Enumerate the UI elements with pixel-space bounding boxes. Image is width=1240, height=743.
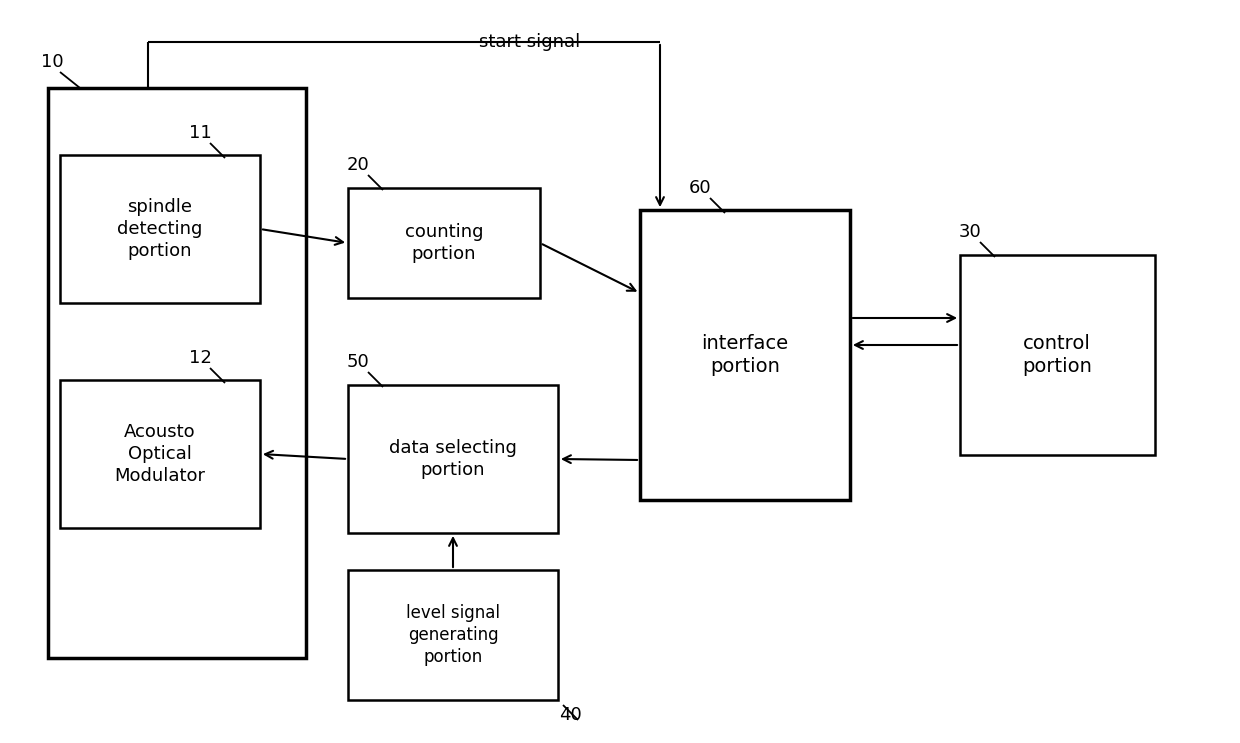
Bar (348, 570, 558, 700)
Text: data selecting
portion: data selecting portion (389, 439, 517, 479)
Text: spindle
detecting
portion: spindle detecting portion (118, 198, 202, 260)
Text: 20: 20 (347, 156, 370, 174)
Text: Acousto
Optical
Modulator: Acousto Optical Modulator (114, 423, 206, 485)
Text: counting
portion: counting portion (404, 223, 484, 263)
Text: 12: 12 (188, 349, 212, 367)
Bar (48, 88, 306, 658)
Bar (60, 155, 260, 303)
Bar (348, 385, 558, 533)
Text: level signal
generating
portion: level signal generating portion (405, 604, 500, 666)
Text: 10: 10 (41, 53, 63, 71)
Text: start signal: start signal (480, 33, 580, 51)
Text: 60: 60 (688, 179, 712, 197)
Text: 11: 11 (188, 124, 211, 142)
Bar (640, 210, 849, 500)
Bar (60, 380, 260, 528)
Bar (960, 255, 1154, 455)
Text: 30: 30 (959, 223, 981, 241)
Text: interface
portion: interface portion (702, 334, 789, 376)
Text: control
portion: control portion (1022, 334, 1092, 376)
Text: 50: 50 (347, 353, 370, 371)
Bar (348, 188, 539, 298)
Text: 40: 40 (559, 706, 582, 724)
